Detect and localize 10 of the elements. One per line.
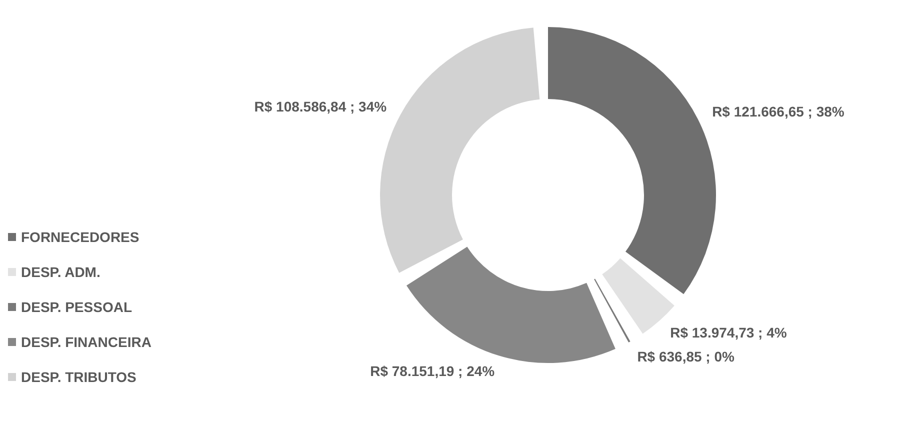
legend-label: DESP. ADM. [21, 264, 100, 280]
data-label: R$ 121.666,65 ; 38% [712, 104, 845, 120]
legend-label: DESP. PESSOAL [21, 298, 132, 314]
data-label: R$ 108.586,84 ; 34% [254, 98, 388, 115]
legend-label: DESP. FINANCEIRA [21, 334, 152, 350]
data-label: R$ 13.974,73 ; 4% [670, 324, 788, 340]
legend-label: DESP. TRIBUTOS [21, 368, 136, 384]
data-label: R$ 636,85 ; 0% [637, 348, 736, 364]
data-label: R$ 78.151,19 ; 24% [370, 363, 496, 380]
legend-label: FORNECEDORES [21, 228, 140, 244]
